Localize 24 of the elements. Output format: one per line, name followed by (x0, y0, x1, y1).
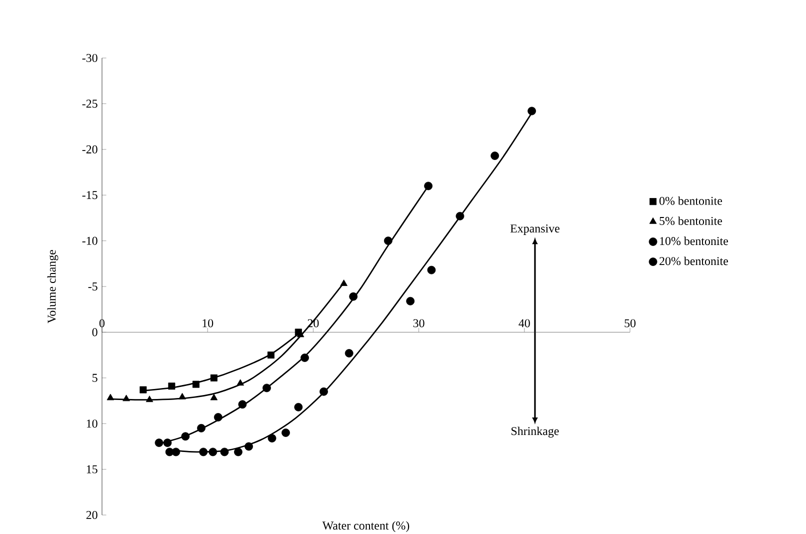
y-tick-label: -15 (82, 191, 98, 200)
annotation: Expansive (510, 224, 560, 235)
y-tick-label: 5 (92, 374, 98, 382)
legend-label: 5% bentonite (660, 216, 722, 226)
y-tick-label: -10 (82, 236, 98, 245)
legend-label: 20% bentonite (660, 256, 728, 266)
y-tick-label: 15 (86, 465, 98, 474)
y-tick-label: 10 (86, 420, 98, 428)
y-tick-label: 0 (92, 328, 98, 336)
y-tick-label: -30 (82, 54, 98, 62)
x-axis-title: Water content (%) (322, 521, 410, 532)
x-tick-label: 0 (99, 319, 105, 328)
y-tick-label: 20 (86, 510, 98, 520)
y-tick-label: -25 (82, 100, 98, 108)
legend-label: 0% bentonite (659, 196, 722, 205)
legend-label: 10% bentonite (660, 236, 728, 246)
x-tick-label: 10 (202, 319, 214, 328)
y-tick-label: -20 (82, 145, 98, 154)
x-tick-label: 50 (624, 319, 636, 328)
y-axis-title: Volume change (47, 250, 58, 324)
annotation: Shrinkage (512, 426, 559, 438)
x-tick-label: 30 (413, 319, 424, 328)
x-tick-label: 40 (518, 319, 530, 328)
y-tick-label: -5 (88, 282, 98, 290)
